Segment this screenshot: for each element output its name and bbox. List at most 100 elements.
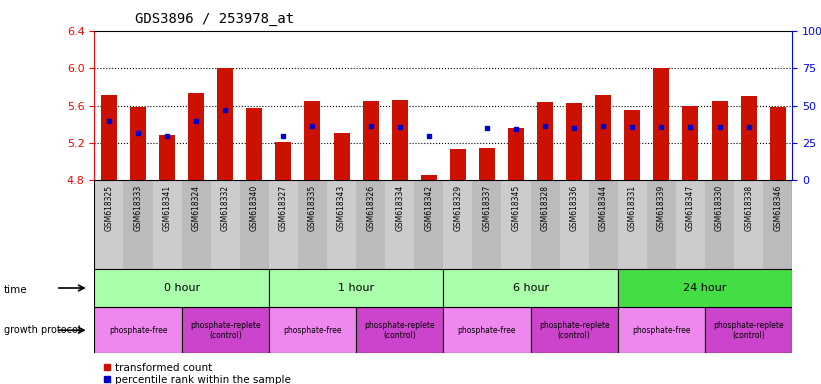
Bar [327,180,356,269]
Text: GSM618347: GSM618347 [686,185,695,231]
Bar [617,307,705,353]
Bar [502,180,530,269]
Bar [705,307,792,353]
Bar [589,180,618,269]
Text: 1 hour: 1 hour [338,283,374,293]
Bar [130,106,146,180]
Bar [654,68,669,180]
Bar [530,307,618,353]
Bar [101,95,117,180]
Text: GSM618341: GSM618341 [163,185,172,231]
Bar [618,31,647,180]
Bar [530,31,560,180]
Text: GSM618328: GSM618328 [540,185,549,231]
Bar [624,110,640,180]
Text: GSM618332: GSM618332 [221,185,230,231]
Bar [734,180,764,269]
Bar [734,31,764,180]
Bar [479,148,495,180]
Bar [705,31,734,180]
Bar [94,307,181,353]
Text: GSM618342: GSM618342 [424,185,433,231]
Bar [530,180,560,269]
Bar [705,180,734,269]
Bar [269,269,443,307]
Text: GSM618324: GSM618324 [191,185,200,231]
Bar [123,180,153,269]
Bar [327,31,356,180]
Bar [188,93,204,180]
Bar [741,96,757,180]
Text: GSM618331: GSM618331 [628,185,637,231]
Bar [443,31,472,180]
Bar [94,31,123,180]
Bar [94,269,269,307]
Bar [269,180,298,269]
Text: GSM618337: GSM618337 [483,185,492,231]
Bar [218,68,233,180]
Bar [472,31,502,180]
Bar [363,101,378,180]
Bar [502,31,530,180]
Bar [123,31,153,180]
Text: growth protocol: growth protocol [4,325,80,335]
Text: GSM618329: GSM618329 [453,185,462,231]
Bar [181,307,269,353]
Text: GSM618339: GSM618339 [657,185,666,231]
Bar [181,180,211,269]
Text: GDS3896 / 253978_at: GDS3896 / 253978_at [135,12,295,25]
Bar [333,133,350,180]
Text: 24 hour: 24 hour [683,283,727,293]
Bar [240,31,269,180]
Bar [246,108,263,180]
Bar [298,31,327,180]
Text: phosphate-free: phosphate-free [632,326,690,335]
Bar [566,103,582,180]
Bar [421,175,437,180]
Bar [181,31,211,180]
Bar [508,128,524,180]
Bar [618,180,647,269]
Bar [275,142,291,180]
Bar [537,102,553,180]
Bar [647,31,676,180]
Text: 6 hour: 6 hour [512,283,548,293]
Bar [356,180,385,269]
Bar [676,180,705,269]
Text: GSM618344: GSM618344 [599,185,608,231]
Text: GSM618346: GSM618346 [773,185,782,231]
Text: phosphate-free: phosphate-free [457,326,516,335]
Text: phosphate-replete
(control): phosphate-replete (control) [539,321,609,340]
Text: phosphate-free: phosphate-free [283,326,342,335]
Bar [450,149,466,180]
Bar [153,31,181,180]
Bar [560,31,589,180]
Text: time: time [4,285,28,295]
Text: GSM618334: GSM618334 [395,185,404,231]
Bar [764,180,792,269]
Text: GSM618343: GSM618343 [337,185,346,231]
Text: GSM618340: GSM618340 [250,185,259,231]
Bar [617,269,792,307]
Bar [682,106,699,180]
Bar [159,135,175,180]
Bar [356,31,385,180]
Bar [589,31,618,180]
Bar [240,180,269,269]
Text: GSM618338: GSM618338 [744,185,753,231]
Bar [443,307,530,353]
Bar [298,180,327,269]
Bar [385,31,415,180]
Bar [443,269,618,307]
Bar [712,101,727,180]
Bar [770,108,786,180]
Bar [211,31,240,180]
Bar [385,180,415,269]
Bar [560,180,589,269]
Text: GSM618335: GSM618335 [308,185,317,231]
Bar [153,180,181,269]
Text: phosphate-replete
(control): phosphate-replete (control) [190,321,260,340]
Bar [392,100,408,180]
Bar [647,180,676,269]
Text: GSM618327: GSM618327 [279,185,288,231]
